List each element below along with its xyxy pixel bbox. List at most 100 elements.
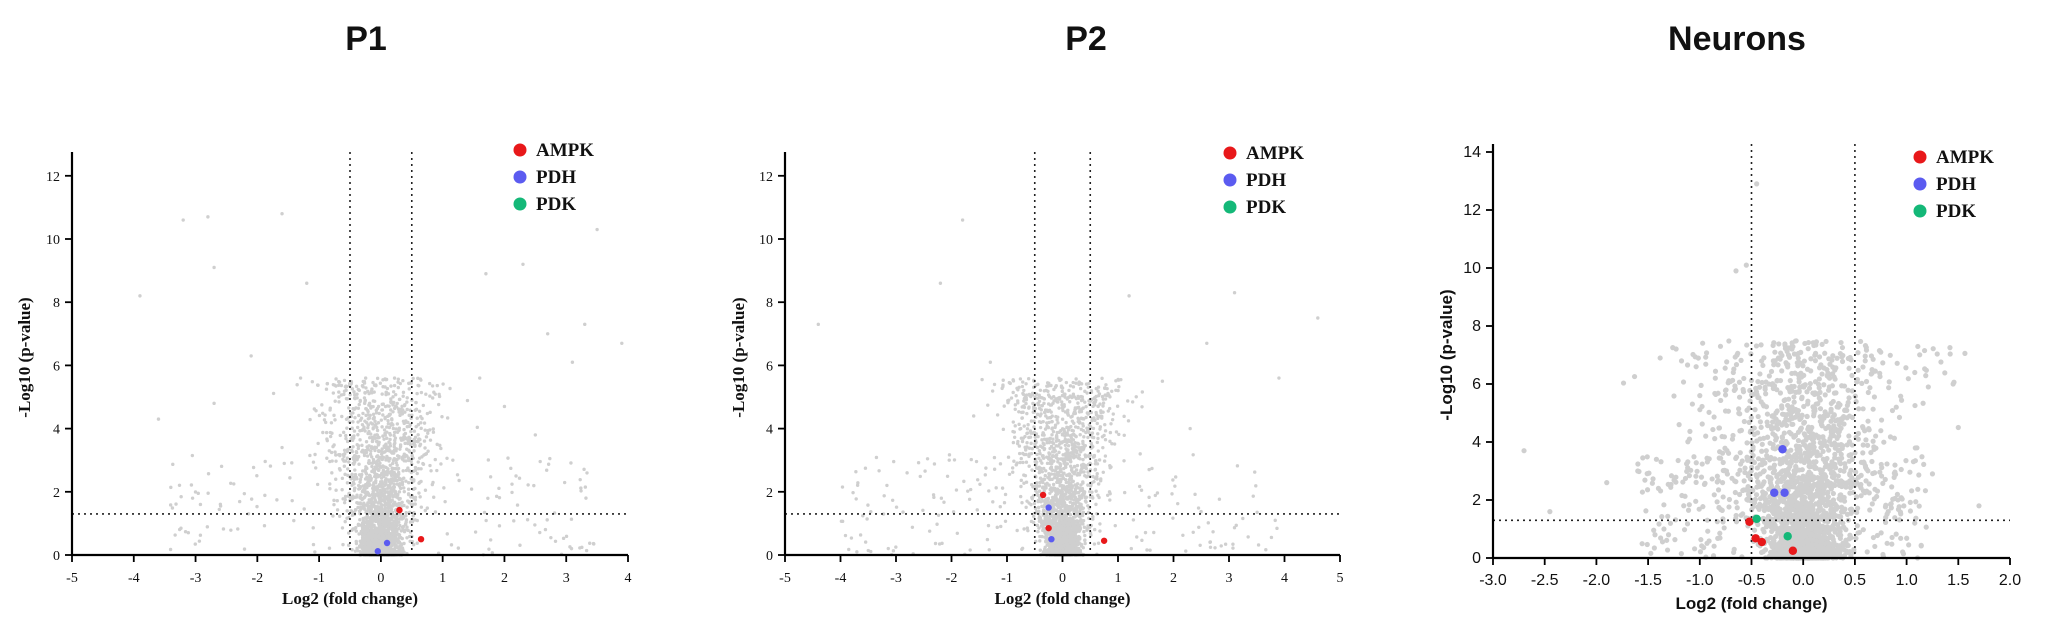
- data-point: [386, 414, 390, 418]
- data-point: [891, 549, 896, 553]
- data-point: [389, 400, 393, 404]
- data-point: [533, 433, 538, 437]
- data-point: [1022, 473, 1026, 477]
- data-point: [1054, 444, 1058, 448]
- data-point: [386, 491, 391, 496]
- data-point: [397, 520, 401, 524]
- data-point: [360, 443, 364, 448]
- x-tick-label: -5: [66, 571, 78, 586]
- data-point: [375, 462, 380, 467]
- data-point: [407, 387, 411, 391]
- data-point: [1047, 451, 1051, 455]
- data-point: [341, 542, 345, 547]
- data-point: [995, 525, 999, 530]
- data-point: [1048, 415, 1053, 420]
- data-point: [1060, 477, 1064, 481]
- data-point: [229, 528, 233, 532]
- data-point: [869, 509, 873, 514]
- data-point: [377, 411, 381, 416]
- data-point: [1068, 384, 1073, 388]
- data-point: [366, 389, 370, 394]
- data-point: [1040, 469, 1044, 474]
- data-point: [1036, 493, 1040, 498]
- data-point: [510, 490, 514, 495]
- data-point: [1134, 395, 1138, 399]
- data-point: [347, 406, 351, 410]
- data-point: [320, 411, 325, 415]
- x-tick-label: -4: [128, 571, 140, 586]
- data-point: [345, 456, 350, 460]
- data-point: [1098, 529, 1102, 533]
- data-point: [419, 390, 424, 395]
- data-point: [1096, 404, 1100, 408]
- data-point: [1050, 450, 1055, 454]
- data-point: [351, 420, 355, 424]
- data-point: [325, 456, 329, 460]
- data-point: [340, 476, 345, 481]
- data-point: [334, 477, 338, 481]
- data-point: [1027, 452, 1032, 456]
- data-point: [1137, 484, 1142, 489]
- data-point: [1069, 436, 1074, 441]
- data-point: [419, 426, 423, 431]
- data-point: [1021, 380, 1025, 384]
- data-point: [405, 525, 409, 529]
- data-point: [1048, 487, 1052, 492]
- data-point: [417, 437, 421, 441]
- data-point: [376, 505, 381, 509]
- data-point: [413, 468, 418, 473]
- data-point: [1062, 492, 1066, 497]
- data-point: [324, 387, 329, 391]
- data-point: [1096, 389, 1100, 393]
- data-point: [372, 460, 376, 465]
- data-point: [456, 546, 461, 550]
- data-point: [337, 514, 342, 518]
- data-point: [1234, 523, 1238, 528]
- data-point: [939, 496, 944, 500]
- data-point: [323, 413, 327, 417]
- data-point: [392, 482, 396, 487]
- data-point: [1071, 385, 1076, 389]
- data-point: [561, 536, 566, 541]
- data-point: [418, 495, 422, 499]
- data-point: [355, 443, 359, 447]
- data-point: [390, 498, 394, 502]
- background-points: [816, 218, 1320, 557]
- data-point: [350, 387, 355, 391]
- data-point: [397, 472, 401, 476]
- data-point: [1019, 484, 1023, 489]
- data-point: [1060, 432, 1065, 436]
- data-point: [411, 514, 415, 518]
- data-point: [1002, 501, 1007, 505]
- data-point: [1025, 441, 1029, 445]
- data-point: [620, 341, 624, 345]
- data-point: [376, 443, 381, 447]
- data-point: [365, 454, 370, 458]
- data-point: [391, 540, 396, 544]
- data-point: [334, 488, 338, 492]
- data-point: [345, 509, 349, 513]
- data-point: [371, 483, 375, 488]
- data-point: [416, 376, 420, 381]
- data-point: [372, 546, 376, 550]
- data-point: [945, 474, 950, 478]
- data-point: [869, 549, 873, 554]
- data-point: [1076, 401, 1080, 405]
- data-point: [352, 486, 357, 491]
- data-point: [510, 482, 514, 486]
- data-point: [399, 529, 404, 533]
- data-point: [525, 518, 530, 522]
- data-point: [332, 498, 336, 503]
- data-point: [345, 426, 349, 430]
- data-point: [1057, 430, 1061, 434]
- data-point: [190, 496, 195, 500]
- data-point: [397, 408, 401, 413]
- data-point: [435, 383, 439, 388]
- data-point: [1017, 422, 1021, 427]
- data-point: [1199, 509, 1203, 514]
- data-point: [974, 459, 979, 464]
- data-point: [866, 503, 870, 507]
- data-point: [365, 546, 370, 550]
- data-point: [1000, 486, 1005, 490]
- data-point: [854, 497, 858, 501]
